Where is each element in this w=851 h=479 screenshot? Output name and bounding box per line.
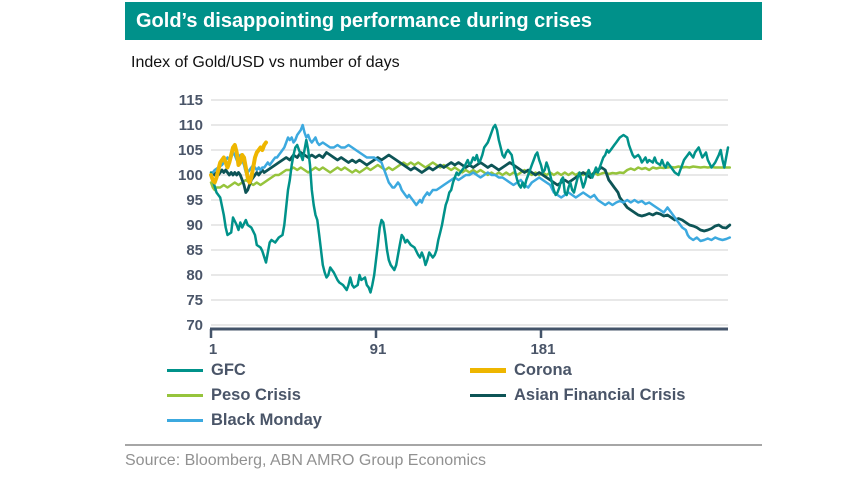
corona-line bbox=[209, 140, 268, 185]
footer-divider bbox=[125, 444, 762, 446]
x-tick-label: 181 bbox=[530, 341, 555, 358]
y-tick-label: 90 bbox=[186, 217, 203, 234]
y-tick-label: 115 bbox=[179, 92, 203, 109]
y-tick-label: 95 bbox=[186, 192, 203, 209]
chart-title: Gold’s disappointing performance during … bbox=[136, 10, 592, 32]
chart-legend: GFC Peso Crisis Black Monday Corona Asia… bbox=[0, 358, 851, 436]
black-monday-line-swatch bbox=[167, 419, 203, 422]
legend-item-asian-financial-crisis: Asian Financial Crisis bbox=[470, 383, 685, 408]
legend-column-left: GFC Peso Crisis Black Monday bbox=[167, 358, 322, 433]
y-tick-label: 80 bbox=[186, 267, 203, 284]
gfc-line-swatch bbox=[167, 369, 203, 372]
legend-label-gfc: GFC bbox=[211, 361, 246, 379]
legend-label-black-monday: Black Monday bbox=[211, 411, 322, 429]
y-tick-label: 110 bbox=[179, 117, 203, 134]
legend-label-corona: Corona bbox=[514, 361, 572, 379]
legend-item-peso-crisis: Peso Crisis bbox=[167, 383, 322, 408]
y-tick-label: 70 bbox=[186, 317, 203, 334]
legend-column-right: Corona Asian Financial Crisis bbox=[470, 358, 685, 408]
x-tick-label: 1 bbox=[209, 341, 217, 358]
legend-label-peso-crisis: Peso Crisis bbox=[211, 386, 301, 404]
chart-subtitle: Index of Gold/USD vs number of days bbox=[131, 54, 400, 71]
legend-item-corona: Corona bbox=[470, 358, 685, 383]
black-monday-line bbox=[209, 123, 732, 243]
y-tick-label: 100 bbox=[178, 167, 203, 184]
asian-financial-crisis-line-swatch bbox=[470, 394, 506, 397]
y-tick-label: 75 bbox=[186, 292, 203, 309]
legend-item-gfc: GFC bbox=[167, 358, 322, 383]
y-tick-label: 105 bbox=[178, 142, 203, 159]
legend-item-black-monday: Black Monday bbox=[167, 408, 322, 433]
asian-financial-crisis-line bbox=[209, 151, 732, 233]
source-attribution: Source: Bloomberg, ABN AMRO Group Econom… bbox=[125, 452, 487, 469]
legend-label-asian-financial-crisis: Asian Financial Crisis bbox=[514, 386, 686, 404]
peso-crisis-line-swatch bbox=[167, 394, 203, 397]
corona-line-swatch bbox=[470, 368, 506, 373]
chart-title-bar: Gold’s disappointing performance during … bbox=[125, 2, 762, 40]
x-tick-label: 91 bbox=[370, 341, 387, 358]
gfc-line bbox=[209, 123, 730, 294]
y-tick-label: 85 bbox=[186, 242, 203, 259]
